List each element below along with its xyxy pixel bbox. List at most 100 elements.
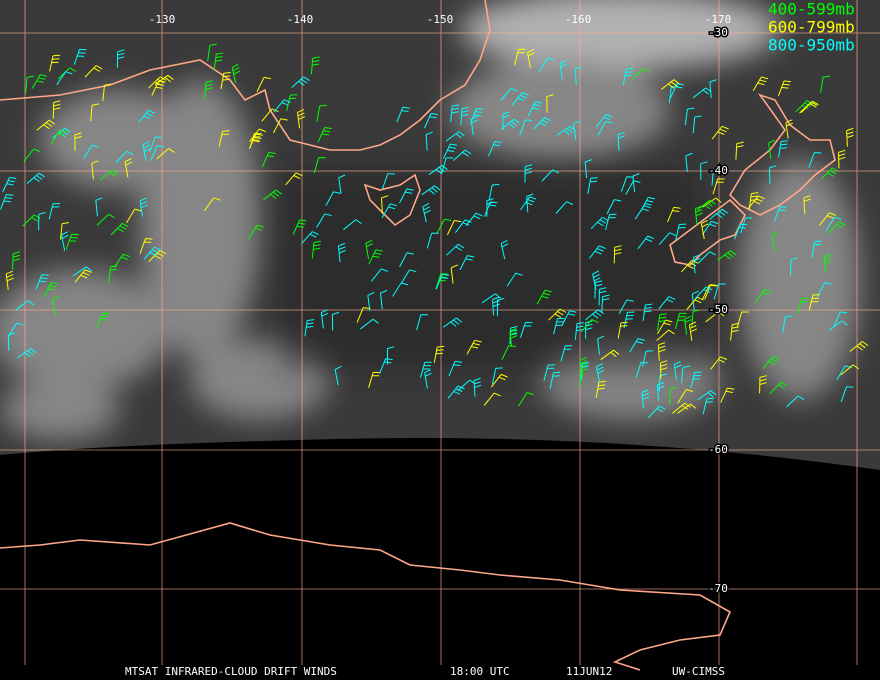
wind-barb xyxy=(606,199,622,215)
wind-barb xyxy=(436,218,452,234)
wind-barb xyxy=(747,195,765,209)
wind-barb xyxy=(556,125,576,136)
wind-barb xyxy=(642,303,653,321)
wind-barb xyxy=(337,242,346,262)
wind-barb xyxy=(640,196,656,212)
wind-barb xyxy=(598,287,607,306)
longitude-label: -130 xyxy=(149,13,176,26)
wind-barb xyxy=(74,132,82,151)
wind-barb xyxy=(658,296,676,310)
wind-barb xyxy=(448,360,463,377)
wind-barb xyxy=(519,119,533,136)
wind-barb xyxy=(425,131,433,151)
wind-barb xyxy=(684,107,695,126)
longitude-label: -170 xyxy=(705,13,732,26)
wind-barb xyxy=(656,382,665,401)
legend-entry: 400-599mb xyxy=(768,0,855,19)
wind-barb xyxy=(286,94,298,111)
wind-barb xyxy=(446,243,465,256)
wind-barb xyxy=(380,289,388,309)
wind-barb xyxy=(506,272,523,287)
wind-barb xyxy=(740,217,753,234)
wind-barb xyxy=(713,283,726,300)
wind-barb xyxy=(470,108,484,124)
wind-barb xyxy=(325,191,341,207)
wind-barb xyxy=(808,152,822,168)
wind-barb xyxy=(808,294,820,311)
wind-barb xyxy=(819,212,836,226)
wind-barb xyxy=(31,74,48,89)
wind-barb xyxy=(35,274,49,290)
wind-barb xyxy=(595,380,606,399)
wind-barb xyxy=(311,240,321,259)
wind-barb xyxy=(520,322,533,338)
wind-barb xyxy=(99,169,119,181)
wind-barb xyxy=(573,120,581,140)
wind-barb xyxy=(108,265,118,283)
wind-barb xyxy=(637,235,655,250)
wind-barb xyxy=(711,125,729,140)
wind-barb xyxy=(0,194,14,210)
wind-barb xyxy=(331,311,340,331)
footer-text: 11JUN12 xyxy=(566,665,612,678)
wind-barb xyxy=(629,338,645,353)
wind-barb xyxy=(548,308,567,321)
wind-barb xyxy=(585,320,593,339)
wind-barb xyxy=(688,321,698,341)
wind-barb xyxy=(803,195,811,214)
wind-barb xyxy=(592,270,601,290)
wind-barb xyxy=(642,350,654,368)
wind-barb xyxy=(379,358,393,374)
wind-barb xyxy=(139,238,153,254)
wind-barb xyxy=(248,224,264,239)
wind-barb xyxy=(483,201,498,217)
wind-barb xyxy=(846,127,854,147)
wind-barb xyxy=(454,219,472,233)
wind-barb xyxy=(617,131,625,151)
wind-barb xyxy=(416,314,428,331)
wind-barb xyxy=(710,356,728,370)
wind-barb xyxy=(574,322,584,340)
wind-barb xyxy=(365,239,373,260)
wind-barb xyxy=(49,54,61,72)
wind-barb xyxy=(90,103,100,122)
wind-barb xyxy=(17,348,37,359)
wind-barb xyxy=(702,220,719,236)
wind-barb xyxy=(424,369,432,389)
wind-barb xyxy=(74,269,92,283)
wind-barb xyxy=(126,208,142,224)
wind-barb xyxy=(316,213,332,228)
wind-barb xyxy=(657,342,666,361)
wind-barb xyxy=(368,249,383,265)
wind-barb xyxy=(488,184,500,201)
wind-barb xyxy=(785,119,794,139)
wind-barb xyxy=(137,109,156,124)
wind-barb xyxy=(623,311,635,329)
wind-barb xyxy=(207,43,217,62)
wind-barb xyxy=(50,129,67,145)
imagery xyxy=(0,0,880,470)
wind-barb xyxy=(667,206,681,223)
wind-barb xyxy=(754,289,772,304)
latitude-label: -30 xyxy=(708,26,728,39)
wind-barb xyxy=(555,201,574,214)
wind-barb xyxy=(709,79,717,99)
wind-barb xyxy=(12,251,21,270)
wind-barb xyxy=(752,76,769,92)
wind-barb xyxy=(457,379,476,392)
wind-barb xyxy=(849,341,869,352)
wind-barb xyxy=(777,80,792,97)
wind-barb xyxy=(149,136,163,153)
wind-barb xyxy=(691,309,701,328)
wind-barb xyxy=(600,349,620,361)
wind-barb xyxy=(73,48,87,65)
wind-barb xyxy=(150,145,165,161)
wind-barb xyxy=(711,167,721,186)
wind-barb xyxy=(625,180,641,195)
wind-barb xyxy=(613,245,622,264)
wind-barb xyxy=(656,319,673,335)
wind-barb xyxy=(25,75,35,94)
wind-barb xyxy=(392,282,409,297)
wind-barb xyxy=(511,92,529,106)
